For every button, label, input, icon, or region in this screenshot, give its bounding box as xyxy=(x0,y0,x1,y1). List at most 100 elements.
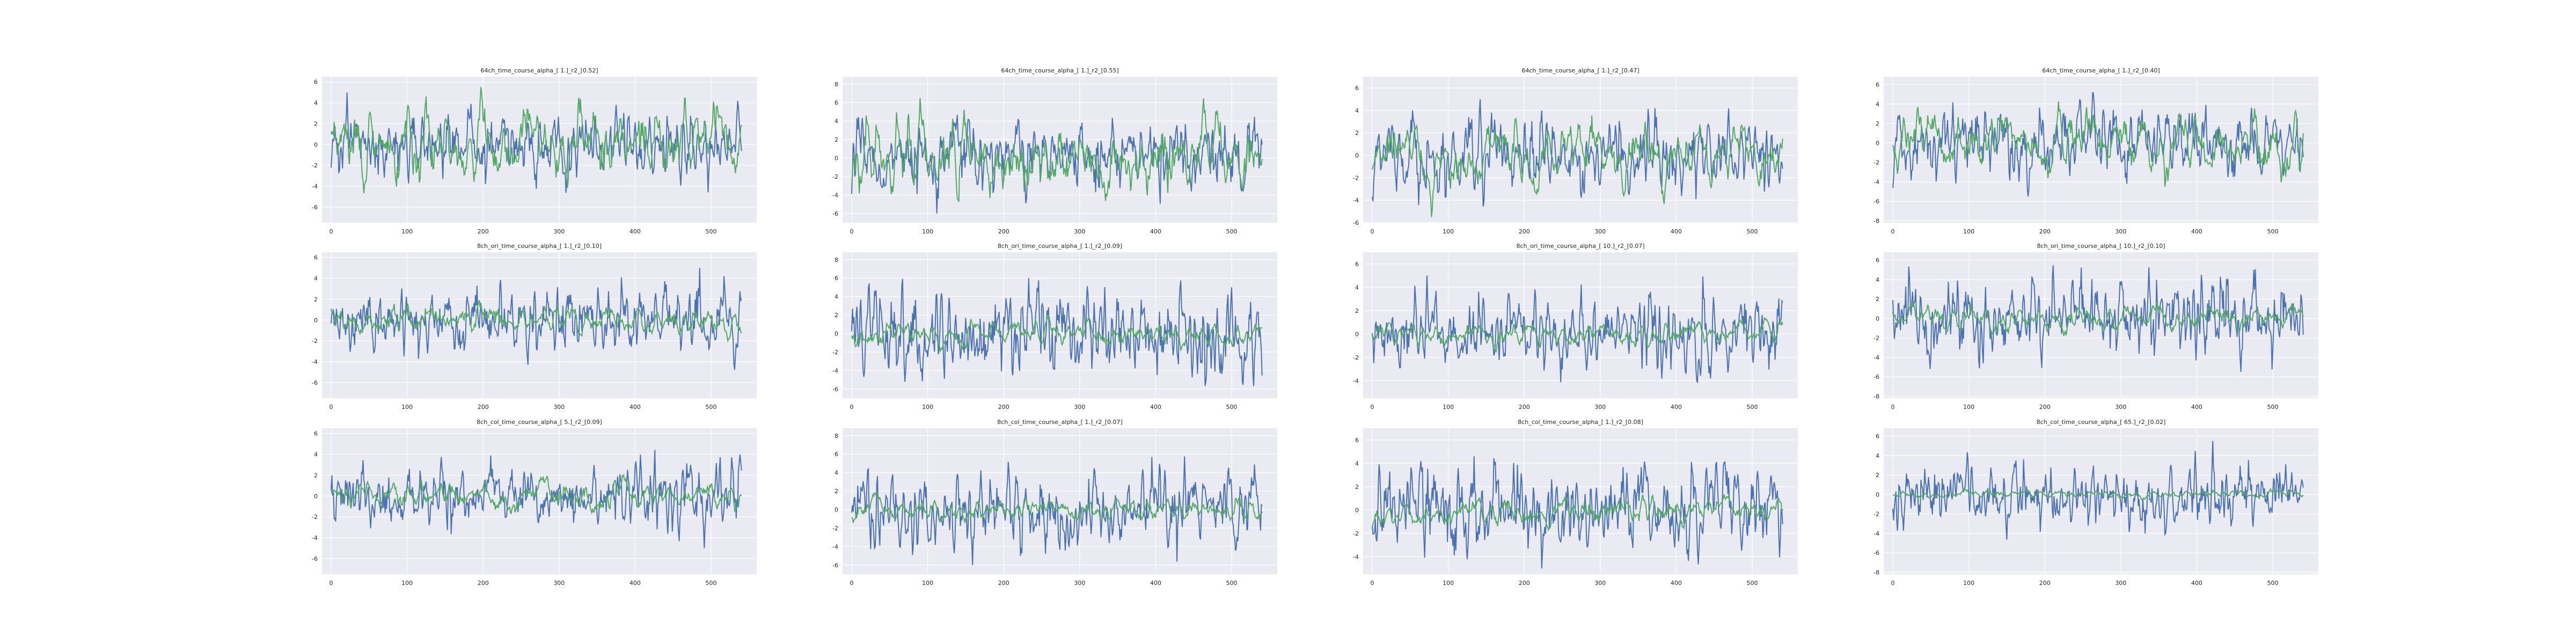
x-tick-label: 300 xyxy=(1594,228,1606,235)
y-tick-label: 0 xyxy=(314,141,318,148)
y-tick-label: 6 xyxy=(314,79,318,86)
y-tick-label: -2 xyxy=(1353,530,1359,537)
x-tick-label: 300 xyxy=(1074,404,1085,411)
plot-area xyxy=(1363,252,1798,398)
x-tick-label: 400 xyxy=(630,404,641,411)
y-tick-label: 2 xyxy=(1355,308,1359,314)
x-tick-label: 0 xyxy=(1891,580,1894,587)
x-tick-label: 100 xyxy=(401,580,413,587)
x-tick-label: 100 xyxy=(1963,404,1974,411)
x-tick-label: 300 xyxy=(1594,580,1606,587)
x-tick-label: 200 xyxy=(2039,404,2051,411)
y-tick-label: 2 xyxy=(314,296,318,303)
y-tick-label: -6 xyxy=(832,210,838,217)
y-tick-label: -4 xyxy=(1874,354,1879,361)
series-line-blue xyxy=(1892,441,2304,540)
x-tick-label: 400 xyxy=(1671,228,1682,235)
y-tick-label: 4 xyxy=(1876,452,1879,459)
x-tick-label: 400 xyxy=(1671,404,1682,411)
x-tick-label: 400 xyxy=(1150,404,1161,411)
y-tick-label: 4 xyxy=(1355,284,1359,291)
x-tick-label: 500 xyxy=(2267,580,2279,587)
series-line-green xyxy=(1892,487,2304,502)
series-line-green xyxy=(1372,317,1783,353)
x-tick-label: 100 xyxy=(1443,404,1454,411)
series-line-green xyxy=(851,98,1263,202)
y-tick-label: 0 xyxy=(835,155,838,162)
y-tick-label: -4 xyxy=(832,192,838,199)
plot-area xyxy=(843,428,1277,574)
x-tick-label: 500 xyxy=(1747,404,1758,411)
series-line-green xyxy=(1372,115,1783,217)
subplot-title: 64ch_time_course_alpha_[ 1.]_r2_[0.47] xyxy=(1521,67,1639,74)
y-tick-label: 0 xyxy=(314,317,318,324)
series-line-green xyxy=(331,300,742,343)
y-tick-label: 6 xyxy=(1355,85,1359,92)
x-tick-label: 0 xyxy=(1370,404,1374,411)
y-tick-label: 4 xyxy=(835,118,838,125)
y-tick-label: 0 xyxy=(1355,507,1359,514)
x-tick-label: 200 xyxy=(2039,580,2051,587)
y-tick-label: 4 xyxy=(314,451,318,458)
series-line-blue xyxy=(1372,275,1783,384)
x-tick-label: 300 xyxy=(553,404,565,411)
y-tick-label: -6 xyxy=(1874,374,1879,380)
subplot-title: 8ch_ori_time_course_alpha_[ 1.]_r2_[0.09… xyxy=(998,243,1122,250)
series-line-blue xyxy=(1892,92,2304,197)
x-tick-label: 300 xyxy=(2115,404,2126,411)
y-tick-label: 0 xyxy=(1355,152,1359,159)
x-tick-label: 400 xyxy=(2191,228,2202,235)
y-tick-label: 4 xyxy=(1355,460,1359,467)
x-tick-label: 300 xyxy=(2115,580,2126,587)
y-tick-label: 0 xyxy=(1355,331,1359,338)
subplot-4: 0 100 200 300 400 500 -8 -6 -4 -2 0 2 4 6 64ch_time_co… xyxy=(1874,67,2318,235)
subplot-title: 8ch_ori_time_course_alpha_[ 10.]_r2_[0.1… xyxy=(2037,243,2165,250)
y-tick-label: -6 xyxy=(1874,198,1879,205)
x-tick-label: 200 xyxy=(998,580,1009,587)
subplot-title: 8ch_col_time_course_alpha_[ 1.]_r2_[0.08… xyxy=(1518,419,1643,426)
y-tick-label: 6 xyxy=(1876,433,1879,440)
y-tick-label: 4 xyxy=(1876,101,1879,108)
y-tick-label: -6 xyxy=(312,204,318,211)
series-line-blue xyxy=(1892,265,2304,372)
y-tick-label: -6 xyxy=(312,379,318,386)
subplot-title: 8ch_ori_time_course_alpha_[ 10.]_r2_[0.0… xyxy=(1516,243,1644,250)
series-line-green xyxy=(851,314,1263,353)
y-tick-label: 6 xyxy=(314,254,318,261)
y-tick-label: -4 xyxy=(1874,530,1879,537)
y-tick-label: 2 xyxy=(835,488,838,495)
x-tick-label: 500 xyxy=(706,404,717,411)
y-tick-label: -2 xyxy=(1874,335,1879,342)
y-tick-label: 4 xyxy=(835,294,838,301)
y-tick-label: 0 xyxy=(835,330,838,337)
x-tick-label: 200 xyxy=(1519,228,1530,235)
x-tick-label: 500 xyxy=(1226,228,1238,235)
x-tick-label: 400 xyxy=(1150,228,1161,235)
y-tick-label: -4 xyxy=(1353,553,1359,560)
subplot-title: 64ch_time_course_alpha_[ 1.]_r2_[0.55] xyxy=(1001,67,1118,74)
series-line-green xyxy=(851,492,1263,524)
y-tick-label: 0 xyxy=(1876,140,1879,147)
y-tick-label: -2 xyxy=(1874,511,1879,518)
x-tick-label: 300 xyxy=(2115,228,2126,235)
subplot-3: 0 100 200 300 400 500 -6 -4 -2 0 2 4 6 64ch_time_cour… xyxy=(1353,67,1798,235)
x-tick-label: 100 xyxy=(401,228,413,235)
x-tick-label: 400 xyxy=(2191,580,2202,587)
x-tick-label: 300 xyxy=(553,580,565,587)
y-tick-label: 6 xyxy=(835,451,838,458)
y-tick-label: 6 xyxy=(1355,261,1359,268)
x-tick-label: 500 xyxy=(1747,228,1758,235)
y-tick-label: 2 xyxy=(835,312,838,319)
subplot-1: 0 100 200 300 400 500 -6 -4 -2 0 2 4 6 64ch_time_cour… xyxy=(312,67,757,235)
x-tick-label: 200 xyxy=(998,404,1009,411)
y-tick-label: -8 xyxy=(1874,393,1879,400)
y-tick-label: -2 xyxy=(832,173,838,180)
subplot-title: 8ch_ori_time_course_alpha_[ 1.]_r2_[0.10… xyxy=(477,243,602,250)
subplot-6: 0 100 200 300 400 500 -6 -4 -2 0 2 4 6 8 8ch_ori_time_… xyxy=(832,243,1277,411)
x-tick-label: 0 xyxy=(329,404,333,411)
x-tick-label: 100 xyxy=(922,228,933,235)
y-tick-label: 4 xyxy=(314,100,318,107)
y-tick-label: -6 xyxy=(1874,550,1879,557)
y-tick-label: -6 xyxy=(1353,219,1359,226)
